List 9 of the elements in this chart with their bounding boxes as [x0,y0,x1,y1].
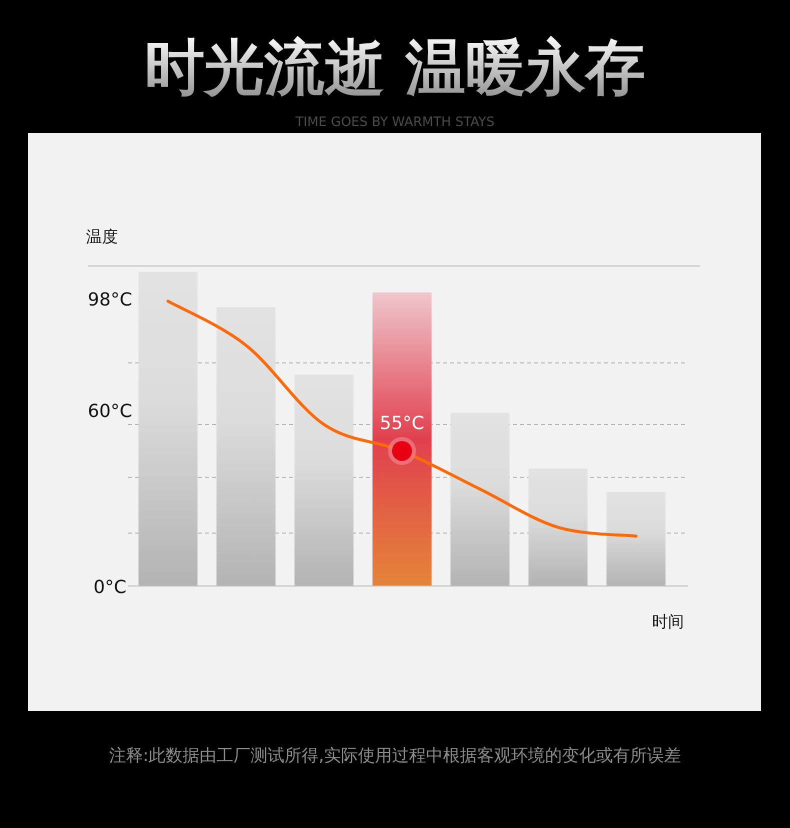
y-tick-label: 98°C [88,289,132,310]
y-tick-label: 0°C [93,577,127,598]
y-axis-title: 温度 [86,227,118,246]
chart-subtitle: TIME GOES BY WARMTH STAYS [294,115,494,130]
text: 注释:此数据由工厂测试所得,实际使用过程中根据客观环境的变化或有所误差 [108,746,682,766]
chart-title: 时光流逝 温暖永存 [144,33,646,103]
y-tick-label: 60°C [88,400,132,422]
annotation: 55°C [380,412,424,434]
x-axis-title: 时间 [652,612,684,631]
